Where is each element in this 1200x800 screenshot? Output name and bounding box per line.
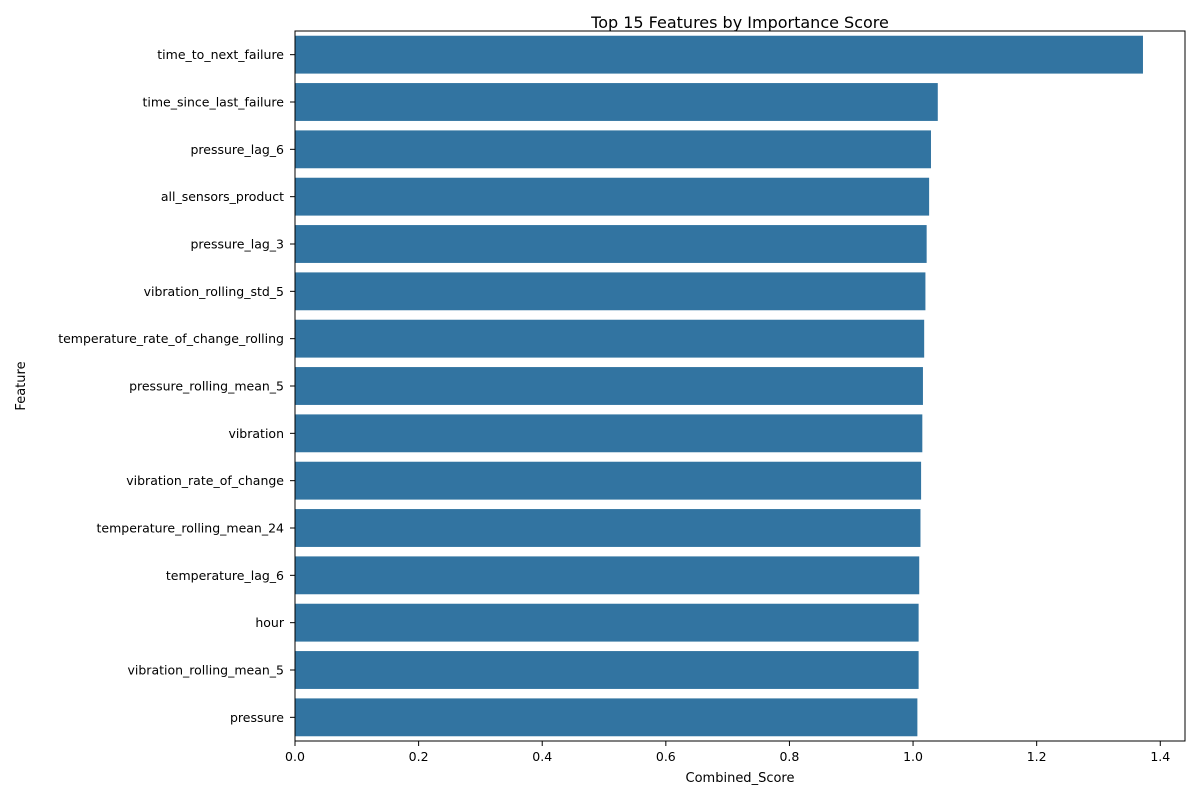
bar <box>295 603 919 642</box>
bar <box>295 509 921 547</box>
bar <box>295 130 931 169</box>
bar <box>295 414 923 453</box>
x-axis-label: Combined_Score <box>686 771 795 786</box>
y-tick-label: time_to_next_failure <box>157 47 284 62</box>
bar <box>295 556 920 595</box>
y-tick-label: vibration_rate_of_change <box>126 473 284 488</box>
x-tick-label: 0.8 <box>779 749 799 764</box>
x-tick-label: 1.2 <box>1027 749 1047 764</box>
bar <box>295 319 925 358</box>
bar <box>295 367 923 405</box>
bar <box>295 651 919 689</box>
y-tick-label: pressure_lag_6 <box>190 142 284 157</box>
bar <box>295 272 926 311</box>
y-tick-label: all_sensors_product <box>161 189 284 204</box>
y-tick-label: vibration_rolling_mean_5 <box>128 663 285 678</box>
bar <box>295 225 927 263</box>
y-axis-ticks: time_to_next_failure time_since_last_fail… <box>58 47 295 725</box>
y-tick-label: pressure_rolling_mean_5 <box>129 379 284 394</box>
x-axis-ticks: 0.0 0.2 0.4 0.6 0.8 1.0 1.2 1.4 <box>285 741 1170 764</box>
x-tick-label: 0.6 <box>656 749 676 764</box>
y-tick-label: pressure_lag_3 <box>190 237 284 252</box>
bars-group <box>295 35 1143 737</box>
x-tick-label: 0.2 <box>409 749 429 764</box>
y-tick-label: vibration <box>228 426 284 441</box>
y-tick-label: vibration_rolling_std_5 <box>144 284 284 299</box>
y-tick-label: temperature_rate_of_change_rolling <box>58 331 284 346</box>
y-tick-label: time_since_last_failure <box>143 95 285 110</box>
y-tick-label: hour <box>255 615 284 630</box>
bar <box>295 461 922 500</box>
y-tick-label: temperature_rolling_mean_24 <box>97 521 285 536</box>
y-axis-label: Feature <box>14 361 29 410</box>
x-tick-label: 0.4 <box>532 749 552 764</box>
y-tick-label: temperature_lag_6 <box>166 568 284 583</box>
plot-frame <box>294 30 1186 742</box>
bar <box>295 35 1143 74</box>
x-tick-label: 0.0 <box>285 749 305 764</box>
x-tick-label: 1.0 <box>903 749 923 764</box>
bar <box>295 177 930 216</box>
x-tick-label: 1.4 <box>1150 749 1170 764</box>
bar <box>295 83 938 121</box>
bar <box>295 698 918 737</box>
chart-title: Top 15 Features by Importance Score <box>590 13 889 32</box>
y-tick-label: pressure <box>230 710 284 725</box>
